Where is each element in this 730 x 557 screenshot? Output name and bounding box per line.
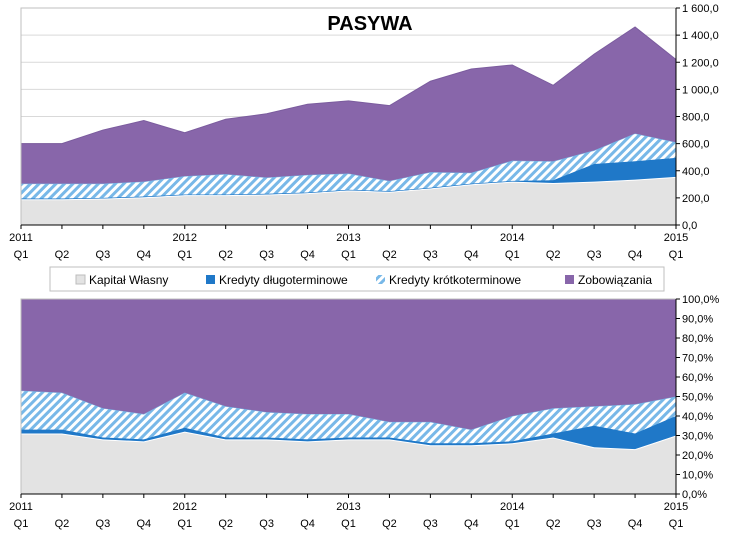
y-tick-label: 0,0% [682,489,707,501]
y-tick-label: 1 600,0 [682,3,719,15]
x-tick-quarter: Q1 [341,249,356,261]
x-tick-quarter: Q2 [55,249,70,261]
x-tick-quarter: Q3 [587,518,602,530]
y-tick-label: 0,0 [682,220,697,232]
y-tick-label: 1 200,0 [682,57,719,69]
x-tick-quarter: Q2 [546,249,561,261]
x-tick-quarter: Q2 [218,518,233,530]
x-tick-year: 2012 [173,232,197,244]
x-tick-quarter: Q4 [628,518,643,530]
legend-swatch-kapital [75,274,86,285]
y-tick-label: 40,0% [682,411,713,423]
x-tick-quarter: Q4 [464,518,479,530]
y-tick-label: 1 000,0 [682,84,719,96]
x-tick-year: 2015 [664,501,688,513]
x-tick-year: 2014 [500,232,524,244]
chart-title: PASYWA [327,13,412,35]
x-tick-quarter: Q3 [587,249,602,261]
x-tick-quarter: Q1 [505,249,520,261]
y-tick-label: 200,0 [682,193,710,205]
x-tick-quarter: Q3 [259,518,274,530]
y-tick-label: 100,0% [682,294,720,306]
x-tick-year: 2015 [664,232,688,244]
x-tick-year: 2014 [500,501,524,513]
x-tick-quarter: Q3 [96,518,111,530]
y-tick-label: 400,0 [682,166,710,178]
x-tick-quarter: Q4 [464,249,479,261]
legend-label-kredyty-krotko: Kredyty krótkoterminowe [389,273,521,287]
x-tick-year: 2012 [173,501,197,513]
y-tick-label: 50,0% [682,392,713,404]
x-tick-quarter: Q2 [55,518,70,530]
legend-swatch-kredyty-dlugo [206,275,215,284]
legend-swatch-kredyty-krotko [376,275,385,284]
x-tick-quarter: Q2 [382,518,397,530]
series-edge-zobowiazania [21,26,677,145]
x-tick-quarter: Q3 [96,249,111,261]
y-tick-label: 800,0 [682,112,710,124]
area-kredyty-dlugo [21,416,676,450]
x-tick-quarter: Q4 [300,518,315,530]
x-tick-quarter: Q4 [300,249,315,261]
x-tick-quarter: Q4 [136,518,151,530]
x-tick-quarter: Q4 [136,249,151,261]
y-tick-label: 10,0% [682,470,713,482]
top-chart: 0,0 200,0 400,0 600,0 800,0 1 000,0 1 200,0 1 4… [9,3,719,261]
x-tick-year: 2013 [336,501,360,513]
y-tick-label: 30,0% [682,431,713,443]
x-tick-quarter: Q2 [218,249,233,261]
x-tick-quarter: Q1 [669,249,684,261]
legend: Kapitał Własny Kredyty długoterminowe Kred… [49,266,665,292]
area-kredyty-krotko [21,133,676,199]
area-kapital [21,176,676,225]
y-tick-label: 70,0% [682,353,713,365]
x-tick-quarter: Q3 [423,518,438,530]
legend-label-kredyty-dlugo: Kredyty długoterminowe [219,273,348,287]
y-tick-label: 60,0% [682,372,713,384]
legend-swatch-zobowiazania [565,275,574,284]
legend-label-zobowiazania: Zobowiązania [578,273,652,287]
x-tick-quarter: Q1 [341,518,356,530]
x-tick-quarter: Q1 [177,249,192,261]
x-tick-quarter: Q2 [546,518,561,530]
y-tick-label: 600,0 [682,139,710,151]
y-tick-label: 1 400,0 [682,30,719,42]
x-tick-year: 2013 [336,232,360,244]
x-tick-quarter: Q1 [177,518,192,530]
x-tick-quarter: Q3 [259,249,274,261]
area-kapital [21,431,676,494]
x-tick-quarter: Q3 [423,249,438,261]
x-tick-quarter: Q1 [14,249,29,261]
legend-box [49,266,665,292]
x-tick-year: 2011 [9,501,33,513]
y-tick-label: 20,0% [682,450,713,462]
x-tick-year: 2011 [9,232,33,244]
area-zobowiazania [21,299,676,430]
x-tick-quarter: Q1 [669,518,684,530]
y-tick-label: 90,0% [682,314,713,326]
bottom-chart: 0,0% 10,0% 20,0% 30,0% 40,0% 50,0% 60,0% 70,0% 8… [9,294,719,530]
x-tick-quarter: Q4 [628,249,643,261]
x-tick-quarter: Q1 [14,518,29,530]
x-tick-quarter: Q1 [505,518,520,530]
y-tick-label: 80,0% [682,333,713,345]
legend-label-kapital: Kapitał Własny [89,273,168,287]
area-kredyty-krotko [21,390,676,444]
area-zobowiazania [21,26,676,184]
x-tick-quarter: Q2 [382,249,397,261]
